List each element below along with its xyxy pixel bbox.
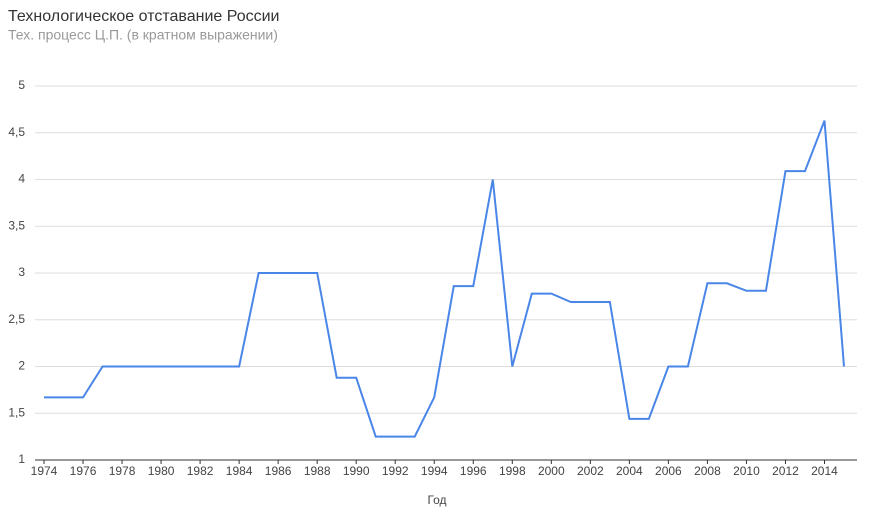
x-tick-label: 1982 (187, 464, 214, 478)
y-tick-label: 3,5 (8, 218, 25, 232)
x-tick-label: 1976 (70, 464, 97, 478)
x-tick-label: 1986 (265, 464, 292, 478)
x-tick-label: 2010 (733, 464, 760, 478)
x-tick-label: 2006 (655, 464, 682, 478)
y-tick-label: 2,5 (8, 312, 25, 326)
x-tick-label: 1990 (343, 464, 370, 478)
y-tick-label: 3 (18, 265, 25, 279)
x-tick-label: 2008 (694, 464, 721, 478)
x-tick-label: 2012 (772, 464, 799, 478)
x-tick-label: 1980 (148, 464, 175, 478)
chart-subtitle: Тех. процесс Ц.П. (в кратном выражении) (8, 27, 278, 43)
x-tick-label: 1974 (31, 464, 58, 478)
x-axis-label: Год (427, 493, 446, 507)
y-tick-label: 4,5 (8, 125, 25, 139)
x-tick-label: 1978 (109, 464, 136, 478)
y-tick-label: 1,5 (8, 405, 25, 419)
x-tick-label: 2014 (811, 464, 838, 478)
x-tick-label: 2002 (577, 464, 604, 478)
y-tick-label: 2 (18, 359, 25, 373)
y-tick-label: 5 (18, 78, 25, 92)
x-tick-label: 1988 (304, 464, 331, 478)
x-tick-label: 1996 (460, 464, 487, 478)
y-tick-label: 1 (18, 452, 25, 466)
y-tick-label: 4 (18, 172, 25, 186)
x-tick-label: 1992 (382, 464, 409, 478)
x-tick-label: 1984 (226, 464, 253, 478)
x-tick-label: 1998 (499, 464, 526, 478)
x-tick-label: 1994 (421, 464, 448, 478)
chart-title: Технологическое отставание России (8, 8, 279, 25)
x-tick-label: 2004 (616, 464, 643, 478)
data-line (44, 120, 845, 438)
x-tick-label: 2000 (538, 464, 565, 478)
